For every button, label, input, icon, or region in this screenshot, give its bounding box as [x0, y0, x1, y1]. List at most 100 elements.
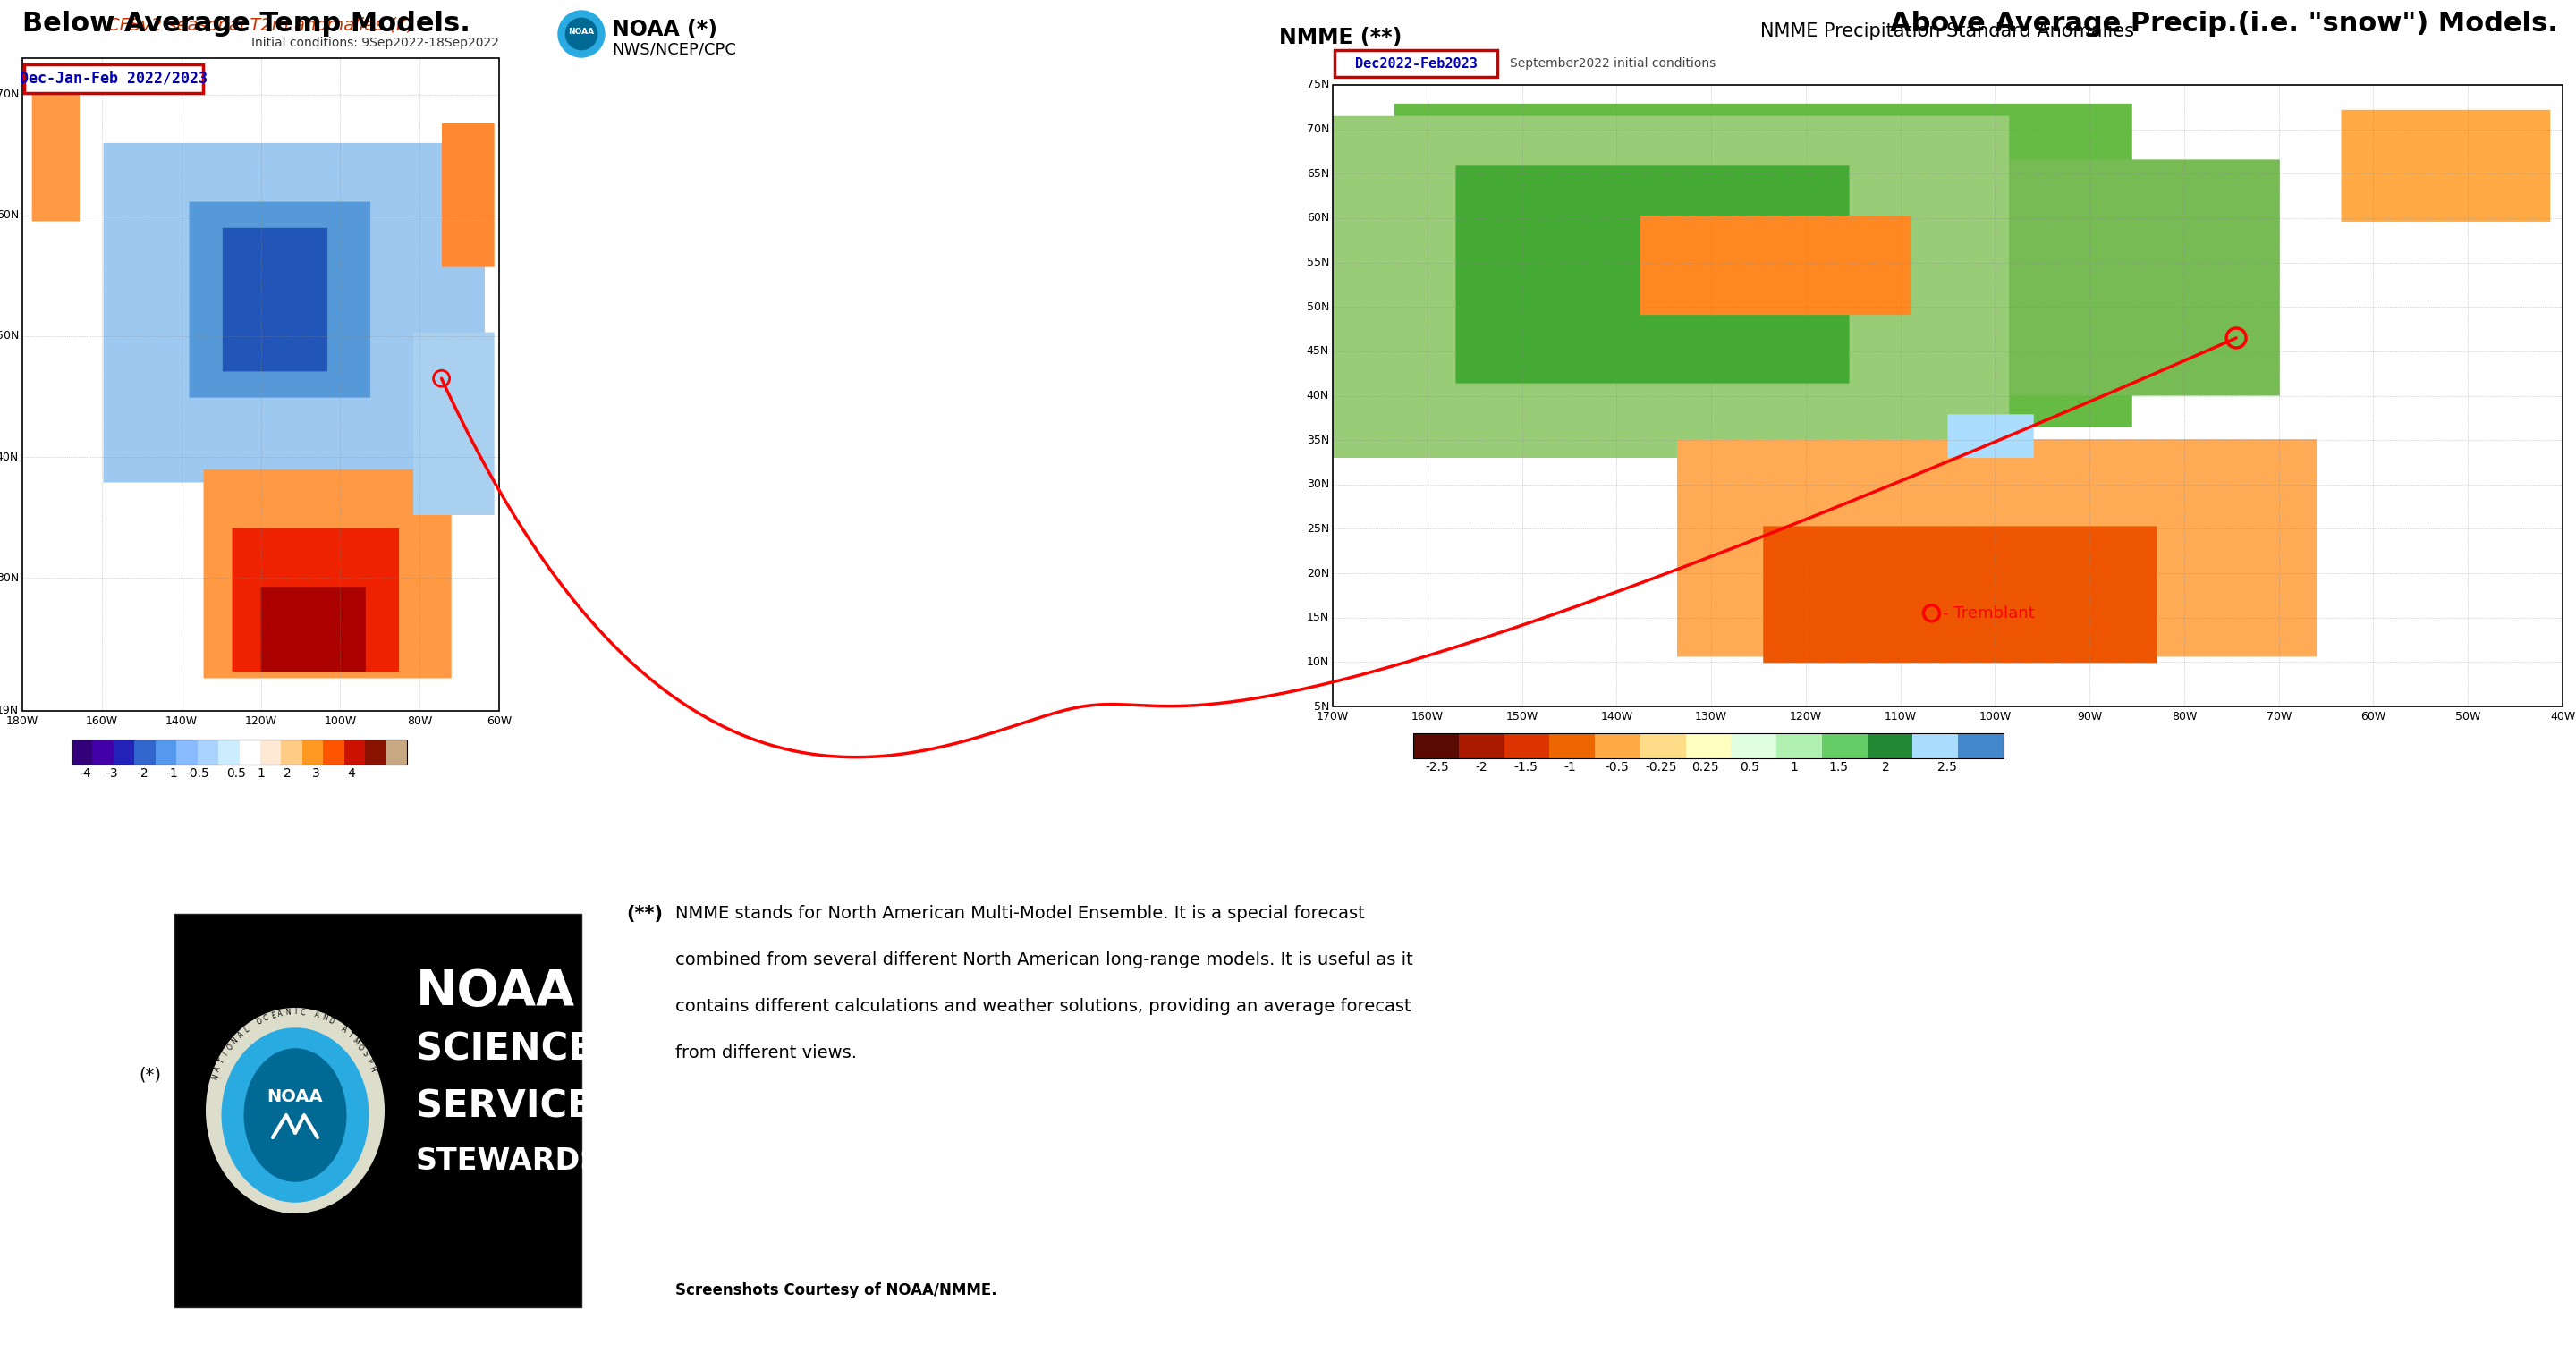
- Text: O: O: [355, 1043, 366, 1052]
- Text: P: P: [363, 1057, 374, 1066]
- FancyBboxPatch shape: [1677, 440, 2316, 657]
- Text: 5N: 5N: [1314, 701, 1329, 712]
- Ellipse shape: [222, 1028, 368, 1203]
- FancyBboxPatch shape: [23, 64, 204, 93]
- Text: 19N: 19N: [0, 705, 18, 717]
- Text: from different views.: from different views.: [675, 1044, 858, 1062]
- Text: N: N: [286, 1009, 291, 1017]
- Text: 150W: 150W: [1507, 710, 1538, 723]
- Text: combined from several different North American long-range models. It is useful a: combined from several different North Am…: [675, 951, 1414, 969]
- Text: 30N: 30N: [1306, 479, 1329, 490]
- FancyBboxPatch shape: [31, 91, 80, 222]
- Text: Initial conditions: 9Sep2022-18Sep2022: Initial conditions: 9Sep2022-18Sep2022: [252, 37, 500, 49]
- Text: - Tremblant: - Tremblant: [1942, 606, 2035, 621]
- FancyBboxPatch shape: [1947, 414, 2035, 457]
- Text: 4: 4: [348, 768, 355, 780]
- FancyBboxPatch shape: [103, 143, 484, 482]
- Text: E: E: [270, 1011, 276, 1019]
- Text: 70W: 70W: [2267, 710, 2293, 723]
- Text: -1: -1: [1564, 761, 1577, 773]
- Text: 2: 2: [1880, 761, 1888, 773]
- Text: -2.5: -2.5: [1425, 761, 1448, 773]
- Text: 100W: 100W: [1978, 710, 2012, 723]
- Bar: [155, 739, 175, 765]
- Text: 50N: 50N: [0, 331, 18, 342]
- Bar: [1595, 734, 1641, 758]
- Bar: [175, 913, 582, 1308]
- Text: -0.25: -0.25: [1646, 761, 1677, 773]
- Bar: [72, 739, 93, 765]
- Bar: [1414, 734, 1458, 758]
- Text: 180W: 180W: [5, 716, 39, 727]
- Text: -0.5: -0.5: [185, 768, 209, 780]
- Bar: [260, 739, 281, 765]
- Text: (*): (*): [139, 1067, 160, 1083]
- Bar: [1731, 734, 1777, 758]
- Bar: [1914, 734, 1958, 758]
- Text: N: N: [211, 1074, 219, 1081]
- Text: 160W: 160W: [85, 716, 118, 727]
- Text: -1.5: -1.5: [1512, 761, 1538, 773]
- Text: S: S: [361, 1051, 368, 1059]
- Text: A: A: [314, 1011, 319, 1021]
- Bar: [301, 739, 322, 765]
- Bar: [198, 739, 219, 765]
- Text: I: I: [222, 1051, 229, 1057]
- FancyBboxPatch shape: [443, 124, 495, 267]
- Bar: [240, 739, 260, 765]
- Text: 70N: 70N: [0, 88, 18, 101]
- Bar: [386, 739, 407, 765]
- Circle shape: [559, 11, 605, 57]
- FancyBboxPatch shape: [1762, 527, 2156, 663]
- Text: 65N: 65N: [1306, 167, 1329, 180]
- FancyBboxPatch shape: [412, 332, 495, 514]
- Text: 25N: 25N: [1306, 523, 1329, 535]
- Ellipse shape: [206, 1007, 384, 1214]
- Text: NOAA (*): NOAA (*): [613, 19, 716, 41]
- Text: 1: 1: [258, 768, 265, 780]
- Text: M: M: [350, 1036, 361, 1047]
- Text: -0.5: -0.5: [1605, 761, 1628, 773]
- Text: NOAA: NOAA: [415, 968, 574, 1015]
- Bar: [1958, 734, 2004, 758]
- Text: D: D: [327, 1017, 335, 1026]
- Text: 60N: 60N: [0, 210, 18, 220]
- Text: 45N: 45N: [1306, 346, 1329, 357]
- Text: O: O: [224, 1043, 234, 1052]
- FancyBboxPatch shape: [188, 201, 371, 397]
- Bar: [134, 739, 155, 765]
- Bar: [1504, 734, 1548, 758]
- Text: 120W: 120W: [1790, 710, 1821, 723]
- FancyBboxPatch shape: [260, 587, 366, 672]
- Bar: [1777, 734, 1821, 758]
- Text: 140W: 140W: [1600, 710, 1633, 723]
- FancyBboxPatch shape: [2009, 159, 2280, 396]
- Text: -2: -2: [137, 768, 147, 780]
- Bar: [322, 739, 345, 765]
- Ellipse shape: [245, 1048, 348, 1181]
- Text: -4: -4: [80, 768, 90, 780]
- Text: 170W: 170W: [1316, 710, 1350, 723]
- Text: 40W: 40W: [2550, 710, 2576, 723]
- Text: 20N: 20N: [1306, 568, 1329, 578]
- Text: C: C: [263, 1014, 270, 1022]
- Text: 50N: 50N: [1306, 301, 1329, 313]
- Bar: [1332, 84, 2563, 706]
- Text: 100W: 100W: [325, 716, 355, 727]
- Bar: [93, 739, 113, 765]
- Text: 2.5: 2.5: [1937, 761, 1958, 773]
- FancyBboxPatch shape: [1332, 116, 2009, 457]
- Text: 1: 1: [1790, 761, 1798, 773]
- Bar: [1458, 734, 1504, 758]
- Bar: [1414, 734, 2004, 758]
- Text: L: L: [242, 1026, 250, 1034]
- Text: A: A: [237, 1030, 245, 1040]
- Text: CFSv2 seasonal T2m anomalies (K): CFSv2 seasonal T2m anomalies (K): [108, 16, 415, 33]
- Text: 0.5: 0.5: [227, 768, 245, 780]
- FancyBboxPatch shape: [1455, 166, 1850, 384]
- Text: 130W: 130W: [1695, 710, 1728, 723]
- Bar: [366, 739, 386, 765]
- Text: STEWARDSHIP: STEWARDSHIP: [415, 1146, 659, 1176]
- Text: NWS/NCEP/CPC: NWS/NCEP/CPC: [613, 42, 737, 59]
- Text: 75N: 75N: [1306, 79, 1329, 91]
